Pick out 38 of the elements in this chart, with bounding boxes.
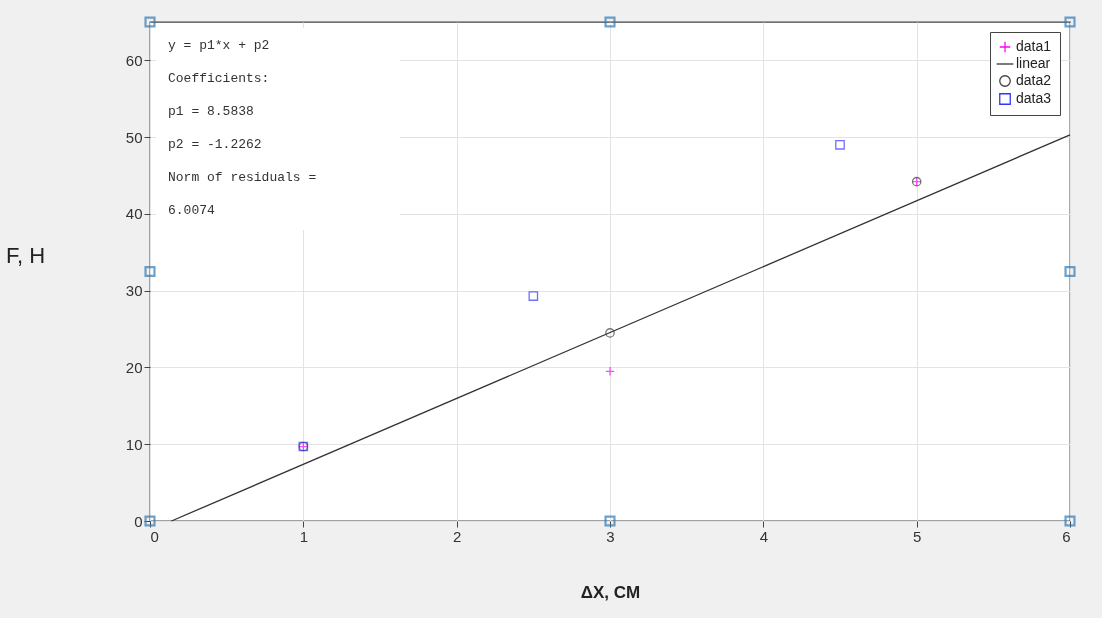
annotation: Coefficients:	[168, 71, 270, 86]
y-tick-label: 20	[125, 358, 143, 376]
y-tick-label: 40	[125, 205, 143, 223]
legend-label: data2	[1016, 72, 1052, 88]
x-axis-title: ΔX, CM	[580, 582, 641, 602]
point	[1064, 16, 1076, 28]
annotation: 6.0074	[168, 203, 216, 218]
x-tick-label: 6	[1062, 527, 1071, 545]
point	[605, 366, 615, 377]
legend-label: linear	[1016, 55, 1051, 71]
point	[605, 328, 615, 338]
x-tick-label: 3	[606, 527, 615, 545]
point	[144, 515, 156, 527]
annotation: Norm of residuals =	[168, 170, 317, 185]
y-axis-title: F, H	[5, 242, 46, 268]
y-tick-label: 60	[125, 51, 143, 69]
annotation: p2 = -1.2262	[168, 137, 262, 152]
y-tick-label: 10	[125, 435, 143, 453]
x-tick-label: 0	[150, 527, 159, 545]
legend-label: data3	[1016, 90, 1052, 106]
point	[835, 140, 845, 150]
annotation: p1 = 8.5838	[168, 104, 254, 119]
point	[604, 515, 616, 527]
x-tick-label: 4	[759, 527, 769, 545]
point	[604, 16, 616, 28]
x-tick-label: 1	[299, 527, 309, 545]
point	[144, 265, 156, 278]
point	[1064, 265, 1076, 278]
point	[1064, 515, 1076, 527]
annotation: y = p1*x + p2	[168, 38, 270, 53]
x-tick-label: 5	[912, 527, 922, 545]
legend-label: data1	[1016, 38, 1052, 54]
y-tick-label: 50	[125, 128, 143, 146]
y-tick-label: 30	[125, 282, 143, 300]
x-tick-label: 2	[452, 527, 462, 545]
point	[528, 291, 539, 301]
y-tick-label: 0	[134, 512, 143, 530]
point	[144, 16, 156, 28]
